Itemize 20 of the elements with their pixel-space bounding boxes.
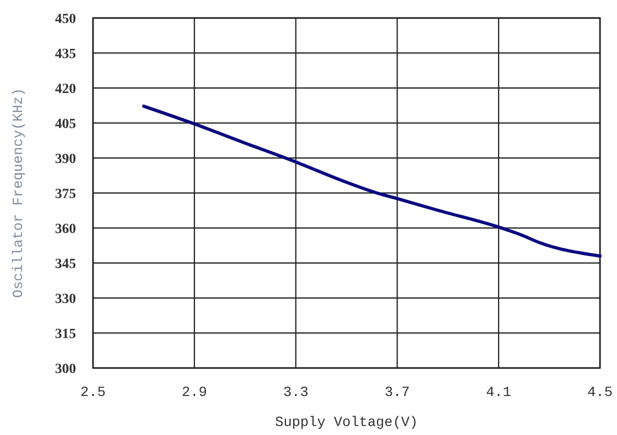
x-tick-label: 2.9 [182, 385, 208, 401]
line-series [142, 104, 602, 258]
y-tick-label: 420 [55, 82, 76, 97]
y-tick-label: 345 [55, 256, 76, 272]
x-tick-label: 3.3 [283, 385, 308, 401]
y-tick-label: 450 [55, 12, 76, 27]
y-tick-label: 315 [55, 326, 76, 342]
y-tick-label: 300 [55, 362, 76, 377]
y-tick-label: 390 [55, 152, 76, 167]
y-tick-label: 330 [55, 292, 76, 307]
y-tick-label: 375 [55, 186, 76, 202]
x-tick-label: 4.5 [587, 385, 613, 401]
x-tick-label: 2.5 [80, 385, 106, 401]
y-tick-label: 360 [55, 222, 76, 237]
x-tick-label: 4.1 [486, 385, 512, 401]
y-axis-title: Oscillator Frequency(KHz) [11, 88, 27, 298]
y-tick-label: 435 [55, 46, 76, 62]
x-tick-label: 3.7 [384, 385, 410, 401]
y-tick-label: 405 [55, 116, 76, 132]
x-axis-title: Supply Voltage(V) [275, 415, 418, 431]
